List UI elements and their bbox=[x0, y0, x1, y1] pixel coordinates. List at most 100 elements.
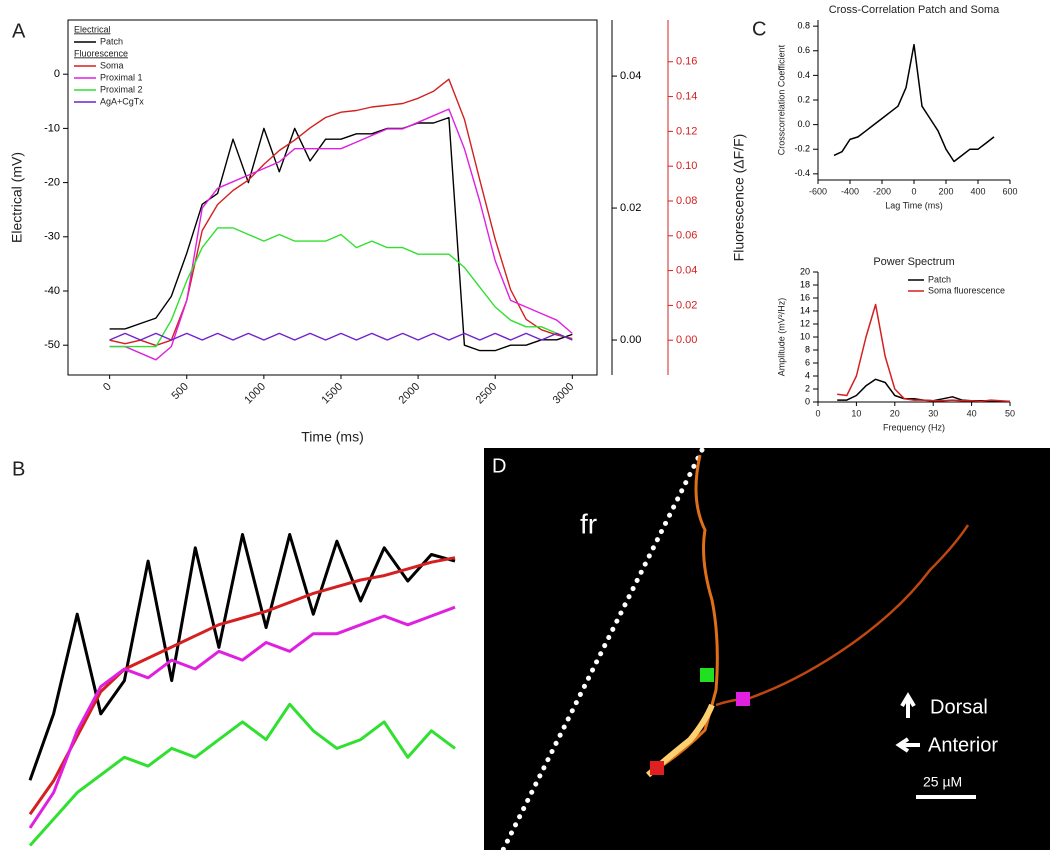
data-line bbox=[28, 702, 456, 847]
y-tick-label: 0.02 bbox=[676, 299, 697, 311]
legend-label: Patch bbox=[928, 274, 951, 284]
legend-heading: Electrical bbox=[74, 24, 111, 34]
y-tick-label: 0.16 bbox=[676, 56, 697, 68]
micrograph: D fr Dorsal Anterior 25 µM bbox=[484, 447, 1050, 850]
x-tick-label: 1500 bbox=[319, 381, 345, 407]
roi-square bbox=[736, 692, 750, 706]
y-tick-label: -30 bbox=[44, 231, 60, 243]
y-tick-label: 0 bbox=[54, 68, 60, 80]
x-axis-label: Time (ms) bbox=[301, 429, 363, 445]
x-tick-label: 600 bbox=[1002, 186, 1017, 196]
dendrite bbox=[654, 454, 719, 772]
x-tick-label: 40 bbox=[967, 408, 977, 418]
y-tick-label: 10 bbox=[800, 331, 810, 341]
y-tick-label: 0.08 bbox=[676, 195, 697, 207]
y-tick-label: -0.2 bbox=[794, 144, 810, 154]
panel-label: B bbox=[12, 458, 25, 480]
x-axis-label: Frequency (Hz) bbox=[883, 422, 945, 432]
x-tick-label: -200 bbox=[873, 186, 891, 196]
data-line bbox=[28, 605, 456, 829]
y-axis-label: Amplitude (mV²/Hz) bbox=[776, 298, 786, 377]
x-tick-label: 20 bbox=[890, 408, 900, 418]
legend-heading: Fluorescence bbox=[74, 48, 128, 58]
direction-label: Anterior bbox=[928, 734, 998, 756]
y-tick-label: 20 bbox=[800, 266, 810, 276]
roi-square bbox=[700, 668, 714, 682]
image-background bbox=[484, 448, 1050, 850]
panel-label: D bbox=[492, 455, 506, 477]
legend-label: AgA+CgTx bbox=[100, 96, 144, 106]
data-line bbox=[833, 43, 995, 163]
x-axis-label: Lag Time (ms) bbox=[885, 200, 943, 210]
y-tick-label: 0.10 bbox=[676, 160, 697, 172]
data-line bbox=[28, 556, 456, 816]
y-tick-label: 0.00 bbox=[620, 334, 641, 346]
panel-label: A bbox=[12, 20, 26, 42]
x-tick-label: 3000 bbox=[551, 381, 577, 407]
y-tick-label: 0.02 bbox=[620, 202, 641, 214]
x-tick-label: 400 bbox=[970, 186, 985, 196]
x-tick-label: 50 bbox=[1005, 408, 1015, 418]
x-tick-label: 500 bbox=[169, 381, 190, 402]
x-tick-label: 1000 bbox=[242, 381, 268, 407]
y-tick-label: -50 bbox=[44, 339, 60, 351]
y-tick-label: 4 bbox=[805, 370, 810, 380]
x-tick-label: 10 bbox=[851, 408, 861, 418]
y-tick-label: 14 bbox=[800, 305, 810, 315]
x-tick-label: 0 bbox=[911, 186, 916, 196]
y-tick-label: -0.4 bbox=[794, 168, 810, 178]
data-line bbox=[109, 78, 573, 347]
x-tick-label: 30 bbox=[928, 408, 938, 418]
y-tick-label: -40 bbox=[44, 285, 60, 297]
y-tick-label: 0.2 bbox=[797, 94, 810, 104]
y2-axis-label: Fluorescence (ΔF/F) bbox=[731, 134, 747, 262]
legend-label: Proximal 1 bbox=[100, 72, 143, 82]
y-tick-label: 0.14 bbox=[676, 90, 697, 102]
y-tick-label: 0.00 bbox=[676, 334, 697, 346]
y-tick-label: 0.04 bbox=[620, 70, 641, 82]
y-tick-label: 2 bbox=[805, 383, 810, 393]
y-tick-label: 6 bbox=[805, 357, 810, 367]
scale-bar bbox=[916, 795, 976, 799]
y-tick-label: 0.06 bbox=[676, 230, 697, 242]
region-label: fr bbox=[580, 508, 597, 539]
boundary-dots bbox=[500, 447, 705, 850]
y-tick-label: 0.12 bbox=[676, 125, 697, 137]
y-tick-label: 12 bbox=[800, 318, 810, 328]
chart-title: Cross-Correlation Patch and Soma bbox=[829, 4, 1000, 16]
legend-label: Soma fluorescence bbox=[928, 285, 1005, 295]
y-axis-label: Electrical (mV) bbox=[9, 152, 25, 243]
legend-label: Soma bbox=[100, 60, 124, 70]
data-line bbox=[109, 332, 573, 341]
y-tick-label: 0.8 bbox=[797, 21, 810, 31]
legend-label: Patch bbox=[100, 36, 123, 46]
x-tick-label: -600 bbox=[809, 186, 827, 196]
x-tick-label: 0 bbox=[101, 381, 114, 394]
x-tick-label: 2500 bbox=[474, 381, 500, 407]
x-tick-label: 200 bbox=[938, 186, 953, 196]
roi-square bbox=[650, 761, 664, 775]
y-tick-label: 0.6 bbox=[797, 45, 810, 55]
plot-frame bbox=[67, 19, 598, 376]
scale-bar-label: 25 µM bbox=[923, 774, 962, 790]
data-line bbox=[109, 108, 573, 361]
y-tick-label: -20 bbox=[44, 177, 60, 189]
y-tick-label: -10 bbox=[44, 122, 60, 134]
panel-label: C bbox=[752, 18, 766, 40]
data-line bbox=[109, 227, 573, 348]
x-tick-label: -400 bbox=[841, 186, 859, 196]
x-tick-label: 2000 bbox=[396, 381, 422, 407]
y-tick-label: 18 bbox=[800, 279, 810, 289]
direction-label: Dorsal bbox=[930, 696, 988, 718]
data-line bbox=[837, 378, 1010, 403]
arrow bbox=[900, 692, 916, 718]
legend-label: Proximal 2 bbox=[100, 84, 143, 94]
y-tick-label: 0.4 bbox=[797, 70, 810, 80]
y-tick-label: 0.04 bbox=[676, 264, 697, 276]
y-tick-label: 0.0 bbox=[797, 119, 810, 129]
y-tick-label: 8 bbox=[805, 344, 810, 354]
chart-title: Power Spectrum bbox=[873, 256, 954, 268]
arrow bbox=[895, 737, 920, 753]
data-line bbox=[28, 533, 456, 781]
y-tick-label: 16 bbox=[800, 292, 810, 302]
